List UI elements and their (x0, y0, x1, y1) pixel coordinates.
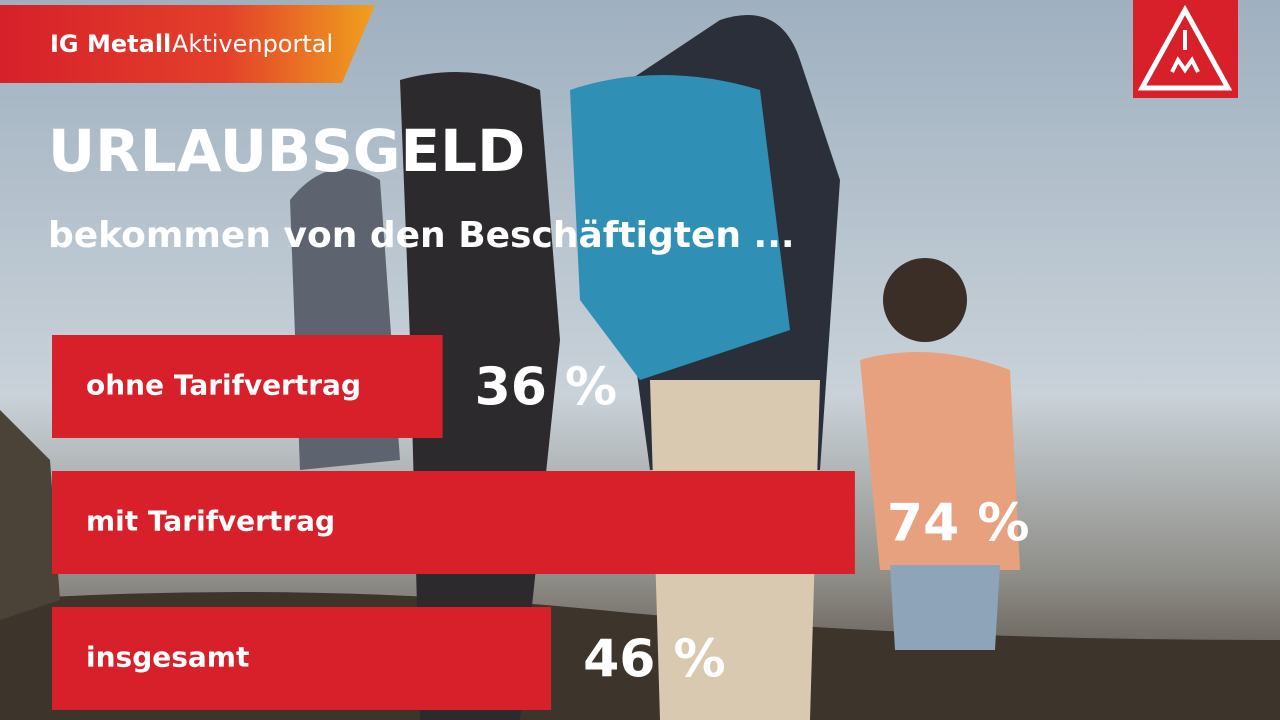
brand-name: IG Metall (50, 30, 171, 58)
brand-banner (0, 5, 375, 83)
chart-subtitle: bekommen von den Beschäftigten ... (48, 215, 795, 256)
category-label: insgesamt (86, 641, 249, 674)
category-label: mit Tarifvertrag (86, 505, 335, 538)
bar (52, 607, 552, 710)
brand-portal: Aktivenportal (172, 30, 333, 58)
value-label: 46 % (583, 630, 726, 690)
category-label: ohne Tarifvertrag (86, 369, 361, 402)
value-label: 74 % (887, 494, 1030, 554)
logo (1133, 0, 1238, 98)
value-label: 36 % (475, 358, 618, 418)
chart-title: URLAUBSGELD (48, 117, 525, 185)
bar (52, 471, 855, 574)
bar (52, 335, 443, 438)
